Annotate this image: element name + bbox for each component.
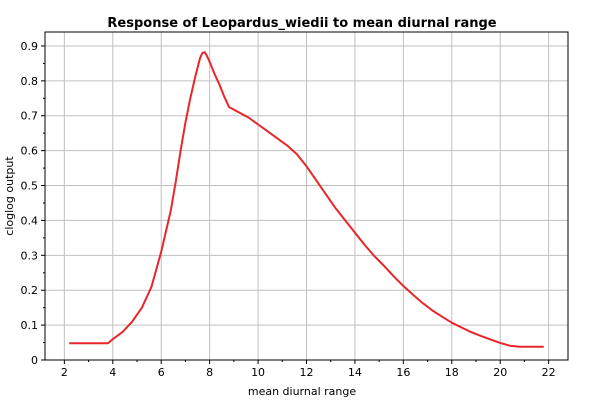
y-tick-label: 0.2 bbox=[21, 284, 39, 297]
y-tick-label: 0 bbox=[31, 354, 38, 367]
y-tick-label: 0.5 bbox=[21, 180, 39, 193]
y-tick-label: 0.6 bbox=[21, 145, 39, 158]
x-tick-label: 6 bbox=[158, 366, 165, 379]
x-tick-label: 20 bbox=[493, 366, 507, 379]
x-tick-label: 14 bbox=[348, 366, 362, 379]
x-tick-label: 16 bbox=[396, 366, 410, 379]
x-tick-label: 2 bbox=[61, 366, 68, 379]
x-tick-label: 18 bbox=[445, 366, 459, 379]
y-tick-label: 0.9 bbox=[21, 40, 39, 53]
y-tick-label: 0.7 bbox=[21, 110, 39, 123]
y-tick-label: 0.3 bbox=[21, 249, 39, 262]
x-axis-label: mean diurnal range bbox=[248, 385, 357, 398]
grid-lines bbox=[45, 32, 568, 360]
y-axis-label: cloglog output bbox=[3, 156, 16, 236]
x-tick-label: 4 bbox=[109, 366, 116, 379]
response-curve bbox=[69, 51, 544, 348]
x-tick-label: 8 bbox=[206, 366, 213, 379]
x-tick-label: 12 bbox=[300, 366, 314, 379]
y-tick-label: 0.1 bbox=[21, 319, 39, 332]
axis-ticks: 2 4 6 8 10 12 14 16 18 20 22 0 0.1 0.2 0.3 0.4 0.5 0.6 0.7… bbox=[21, 40, 556, 379]
y-tick-label: 0.8 bbox=[21, 75, 39, 88]
x-tick-label: 22 bbox=[542, 366, 556, 379]
chart-title: Response of Leopardus_wiedii to mean diu… bbox=[107, 16, 496, 31]
x-tick-label: 10 bbox=[251, 366, 265, 379]
y-tick-label: 0.4 bbox=[21, 214, 39, 227]
